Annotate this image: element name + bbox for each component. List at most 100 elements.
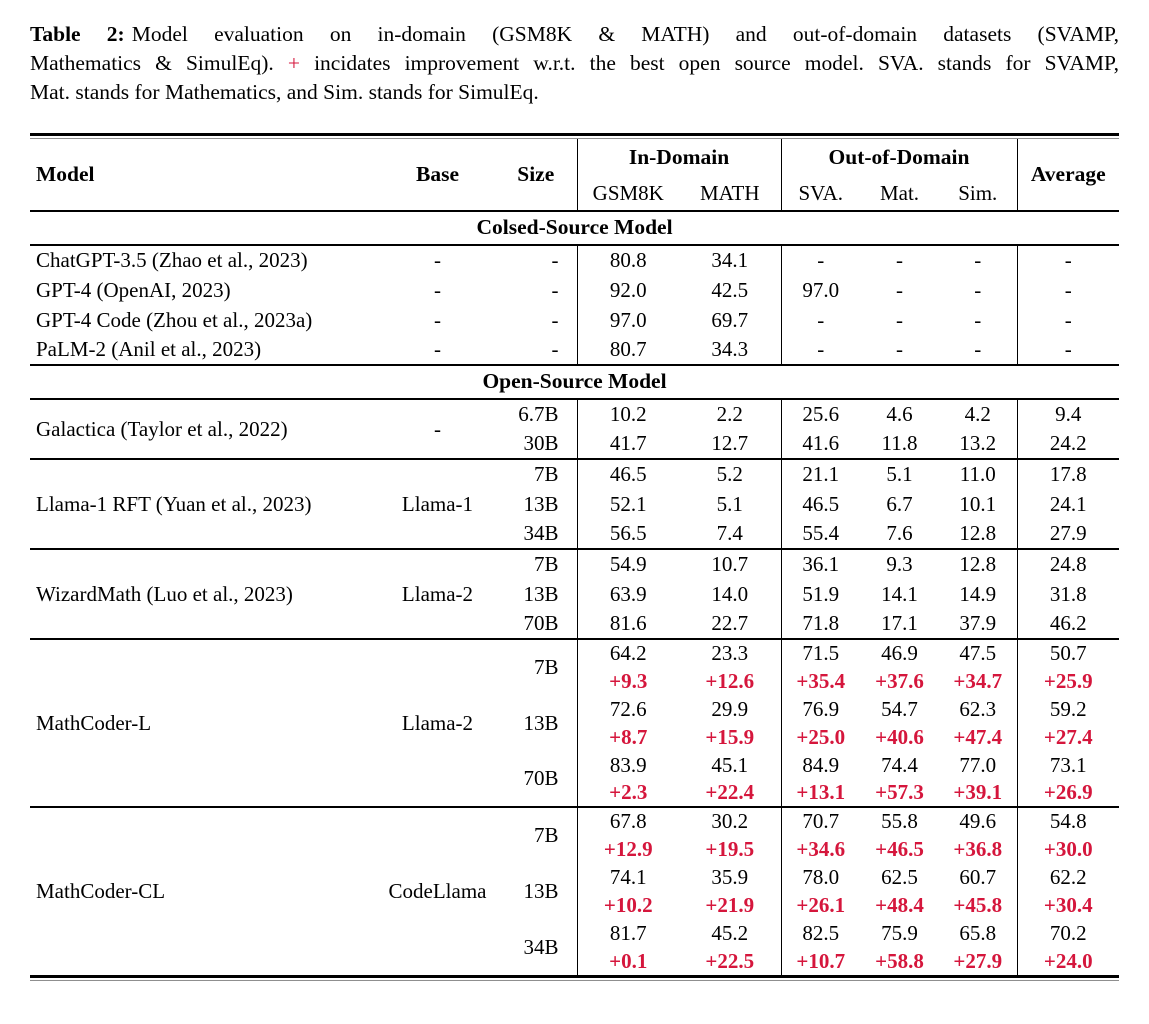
- value-cell-math: 69.7: [711, 307, 749, 332]
- delta-cell-average: +30.4: [1016, 891, 1120, 919]
- delta-cell-math: +19.5: [705, 836, 755, 861]
- table-bottom-rule: [30, 975, 1119, 981]
- value-cell-average: 62.2: [1016, 863, 1120, 891]
- value-cell-mathematics: -: [896, 337, 904, 361]
- value-cell-math: 5.2: [716, 462, 743, 486]
- delta-cell-average: +26.9: [1016, 779, 1120, 807]
- caption-label: Table 2:: [30, 22, 125, 46]
- size-cell: 70B: [523, 611, 559, 635]
- delta-cell-svamp: +25.0: [780, 723, 861, 751]
- value-cell-average: 9.4: [1016, 399, 1120, 429]
- size-cell: 7B: [533, 552, 559, 576]
- value-cell-mathematics: 5.1: [886, 462, 913, 486]
- table-row: ChatGPT-3.5 (Zhao et al., 2023) - - 80.8…: [30, 245, 1120, 275]
- base-cell: Llama-2: [401, 581, 474, 606]
- base-cell: -: [434, 337, 441, 361]
- value-cell-simuleq: 14.9: [959, 581, 997, 606]
- results-table: Model Base Size In-Domain Out-of-Domain …: [30, 139, 1120, 975]
- delta-cell-simuleq: +45.8: [953, 892, 1003, 917]
- size-cell: -: [551, 277, 559, 302]
- value-cell-svamp: 71.8: [780, 609, 861, 639]
- delta-cell-math: +21.9: [705, 892, 755, 917]
- value-cell-simuleq: 77.0: [959, 752, 997, 777]
- value-cell-math: 12.7: [711, 431, 749, 455]
- value-cell-svamp: 70.7: [780, 807, 861, 835]
- delta-cell-gsm8k: +8.7: [576, 723, 679, 751]
- value-cell-mathematics: 55.8: [881, 809, 918, 833]
- value-cell-average: 31.8: [1016, 579, 1120, 609]
- table-top-rule: [30, 133, 1119, 139]
- value-cell-math: 22.7: [711, 611, 749, 635]
- model-name-cell: WizardMath (Luo et al., 2023): [36, 581, 293, 606]
- section-title: Open-Source Model: [482, 369, 667, 394]
- value-cell-average: 73.1: [1016, 751, 1120, 779]
- value-cell-svamp: 36.1: [780, 549, 861, 579]
- value-cell-mathematics: 7.6: [886, 521, 913, 545]
- value-cell-average: 27.9: [1016, 519, 1120, 549]
- value-cell-gsm8k: 63.9: [576, 579, 679, 609]
- delta-cell-svamp: +35.4: [780, 667, 861, 695]
- value-cell-average: -: [1016, 335, 1120, 365]
- base-cell: -: [434, 277, 441, 302]
- value-cell-svamp: 78.0: [780, 863, 861, 891]
- model-name-cell: ChatGPT-3.5 (Zhao et al., 2023): [36, 248, 308, 272]
- model-name-cell: Llama-1 RFT (Yuan et al., 2023): [36, 491, 312, 516]
- wizardmath-block: WizardMath (Luo et al., 2023) Llama-2 7B…: [30, 549, 1120, 639]
- col-header-gsm8k: GSM8K: [576, 177, 679, 211]
- table-row: Galactica (Taylor et al., 2022) - 6.7B 1…: [30, 399, 1120, 439]
- value-cell-average: 24.2: [1016, 429, 1120, 459]
- value-cell-simuleq: 11.0: [959, 462, 996, 486]
- table-row: 13B 52.1 5.1 46.5 6.7 10.1 24.1: [30, 489, 1120, 519]
- value-cell-svamp: 71.5: [780, 639, 861, 667]
- delta-cell-simuleq: +34.7: [953, 668, 1003, 693]
- value-cell-simuleq: 37.9: [959, 611, 997, 635]
- delta-cell-gsm8k: +10.2: [576, 891, 679, 919]
- delta-cell-mathematics: +40.6: [875, 724, 924, 749]
- value-cell-gsm8k: 81.6: [576, 609, 679, 639]
- value-cell-simuleq: -: [974, 277, 982, 302]
- value-cell-gsm8k: 46.5: [576, 459, 679, 489]
- value-cell-gsm8k: 72.6: [576, 695, 679, 723]
- value-cell-gsm8k: 54.9: [576, 549, 679, 579]
- col-header-math: MATH: [700, 181, 760, 205]
- table-header-row-groups: Model Base Size In-Domain Out-of-Domain …: [30, 139, 1120, 211]
- base-cell: -: [434, 248, 441, 272]
- value-cell-simuleq: 4.2: [964, 402, 991, 426]
- delta-cell-math: +22.4: [705, 780, 755, 804]
- value-cell-simuleq: 62.3: [959, 696, 997, 721]
- caption-text-2b: incidates improvement w.r.t. the best op…: [299, 51, 1119, 75]
- value-cell-math: 29.9: [711, 696, 749, 721]
- size-cell: 34B: [523, 934, 559, 959]
- table-row: +12.9 +19.5 +34.6 +46.5 +36.8 +30.0: [30, 835, 1120, 863]
- delta-cell-gsm8k: +9.3: [576, 667, 679, 695]
- delta-cell-average: +27.4: [1016, 723, 1120, 751]
- value-cell-simuleq: 49.6: [959, 809, 997, 833]
- value-cell-mathematics: 14.1: [881, 581, 918, 606]
- size-cell: 7B: [533, 823, 559, 847]
- caption-text-3: Mat. stands for Mathematics, and Sim. st…: [30, 80, 539, 104]
- col-header-base: Base: [416, 161, 459, 186]
- table-row: 70B 83.9 45.1 84.9 74.4 77.0 73.1: [30, 751, 1120, 789]
- value-cell-svamp: -: [780, 245, 861, 275]
- value-cell-simuleq: -: [974, 337, 982, 361]
- value-cell-simuleq: 60.7: [959, 864, 997, 889]
- size-cell: -: [551, 337, 559, 361]
- delta-cell-mathematics: +48.4: [875, 892, 924, 917]
- table-row: +0.1 +22.5 +10.7 +58.8 +27.9 +24.0: [30, 947, 1120, 975]
- delta-cell-gsm8k: +2.3: [576, 779, 679, 807]
- model-name-cell: MathCoder-L: [36, 710, 152, 735]
- value-cell-simuleq: -: [974, 248, 982, 272]
- table-row: 13B 74.1 35.9 78.0 62.5 60.7 62.2: [30, 863, 1120, 901]
- value-cell-average: 54.8: [1016, 807, 1120, 835]
- size-cell: 13B: [523, 491, 559, 516]
- value-cell-simuleq: 65.8: [959, 920, 997, 945]
- value-cell-svamp: 82.5: [780, 919, 861, 947]
- value-cell-mathematics: 6.7: [886, 491, 913, 516]
- delta-cell-simuleq: +27.9: [953, 948, 1003, 973]
- section-row: Open-Source Model: [30, 365, 1119, 399]
- delta-cell-svamp: +13.1: [780, 779, 861, 807]
- value-cell-gsm8k: 52.1: [576, 489, 679, 519]
- table-row: WizardMath (Luo et al., 2023) Llama-2 7B…: [30, 549, 1120, 604]
- value-cell-gsm8k: 83.9: [576, 751, 679, 779]
- value-cell-gsm8k: 74.1: [576, 863, 679, 891]
